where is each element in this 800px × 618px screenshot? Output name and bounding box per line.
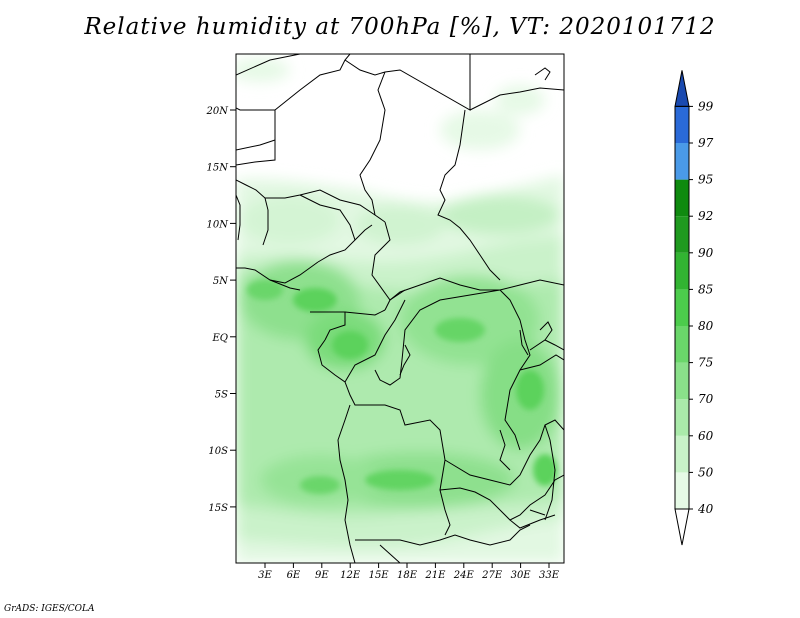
lat-tick-label: 10N [207, 219, 230, 230]
map-frame [235, 53, 565, 564]
lon-tick-label: 3E [258, 570, 272, 581]
lat-tick-label: 20N [206, 106, 230, 117]
colorbar-bin [675, 289, 689, 326]
lon-tick-label: 27E [481, 570, 503, 581]
colorbar-bin [675, 362, 689, 400]
colorbar-frame [674, 105, 690, 510]
lon-axis: 3E 6E 9E 12E 15E 18E 21E 24E 27E 30E 33E [258, 563, 560, 581]
humidity-field [236, 54, 564, 563]
lat-tick-label: 5S [215, 390, 228, 401]
country-borders [236, 54, 564, 563]
colorbar-level-label: 75 [698, 356, 713, 370]
colorbar-bin [675, 106, 689, 143]
lat-axis: 20N 15N 10N 5N EQ 5S 10S 15S [206, 106, 236, 514]
lon-tick-label: 12E [340, 570, 361, 581]
lat-tick-label: EQ [212, 333, 229, 344]
colorbar-level-label: 60 [698, 429, 714, 443]
colorbar-level-label: 40 [697, 502, 714, 516]
colorbar-level-label: 95 [698, 173, 713, 187]
colorbar-level-label: 50 [698, 465, 714, 479]
lat-tick-label: 15S [208, 503, 228, 514]
colorbar-level-label: 85 [698, 282, 713, 296]
colorbar-bin [675, 399, 689, 436]
lon-tick-label: 9E [315, 570, 329, 581]
colorbar-upper-arrow [674, 70, 690, 107]
colorbar-level-label: 90 [698, 246, 714, 260]
colorbar-level-label: 80 [698, 319, 714, 333]
colorbar-bin [675, 216, 689, 253]
lon-tick-label: 24E [453, 570, 475, 581]
colorbar-bin [675, 326, 689, 363]
colorbar-level-label: 97 [698, 136, 714, 150]
colorbar-level-label: 99 [698, 99, 714, 113]
lon-tick-label: 18E [397, 570, 418, 581]
colorbar-level-label: 70 [698, 392, 714, 406]
colorbar-bin [675, 435, 689, 473]
colorbar: 40 50 60 70 75 80 85 90 92 95 97 99 [674, 70, 714, 546]
lon-tick-label: 21E [424, 570, 446, 581]
lon-tick-label: 30E [511, 570, 532, 581]
lon-tick-label: 15E [369, 570, 390, 581]
lat-tick-label: 5N [213, 276, 229, 287]
grads-credit: GrADS: IGES/COLA [4, 604, 95, 614]
colorbar-bin [675, 143, 689, 180]
colorbar-level-label: 92 [698, 209, 713, 223]
colorbar-bin [675, 179, 689, 217]
colorbar-lower-arrow [674, 508, 690, 546]
lat-tick-label: 10S [208, 446, 228, 457]
lat-tick-label: 15N [207, 163, 230, 174]
lon-tick-label: 33E [539, 570, 560, 581]
lon-tick-label: 6E [287, 570, 301, 581]
map-title: Relative humidity at 700hPa [%], VT: 202… [84, 14, 716, 40]
colorbar-bin [675, 252, 689, 290]
colorbar-bin [675, 472, 689, 509]
